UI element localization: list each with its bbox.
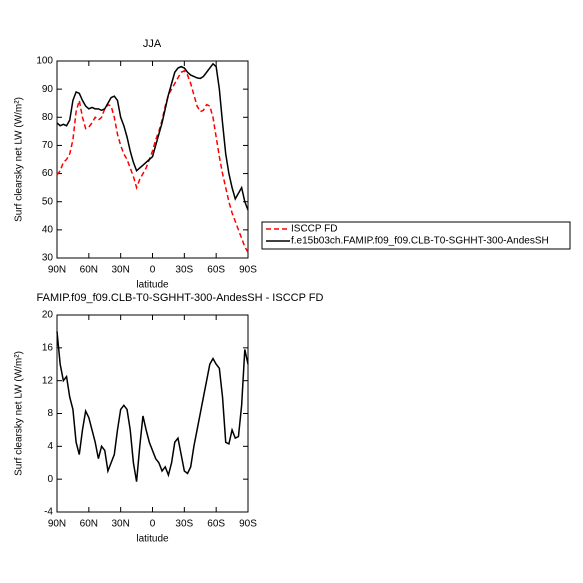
y-tick-label: 60 <box>42 168 54 179</box>
y-tick-label: 16 <box>42 342 54 353</box>
y-tick-label: 12 <box>42 375 54 386</box>
x-axis-label: latitude <box>136 534 169 545</box>
x-tick-label: 90S <box>239 519 257 530</box>
y-tick-label: 0 <box>47 474 53 485</box>
y-tick-label: 40 <box>42 224 54 235</box>
data-line <box>56 69 249 253</box>
legend-label: ISCCP FD <box>291 224 338 235</box>
plot: JJA latitude Surf clearsky net LW (W/m²) 30… <box>14 38 258 291</box>
x-tick-label: 30N <box>111 519 129 530</box>
legend: ISCCP FDf.e15b03ch.FAMIP.f09_f09.CLB-T0-… <box>261 221 571 250</box>
y-tick-label: 8 <box>47 408 53 419</box>
plot: FAMIP.f09_f09.CLB-T0-SGHHT-300-AndesSH -… <box>14 292 324 545</box>
y-tick-label: -4 <box>44 507 53 518</box>
x-tick-label: 30S <box>175 519 193 530</box>
x-tick-label: 60N <box>80 265 98 276</box>
x-tick-label: 0 <box>150 519 156 530</box>
plot-frame <box>56 60 249 259</box>
y-axis-label: Surf clearsky net LW (W/m²) <box>14 351 25 476</box>
chart-title: JJA <box>143 38 162 50</box>
x-tick-label: 60S <box>207 265 225 276</box>
y-axis-label: Surf clearsky net LW (W/m²) <box>14 97 25 222</box>
x-tick-label: 90N <box>48 519 66 530</box>
y-tick-label: 30 <box>42 253 54 264</box>
x-tick-label: 90N <box>48 265 66 276</box>
x-tick-label: 60S <box>207 519 225 530</box>
x-axis-label: latitude <box>136 280 169 291</box>
y-tick-label: 100 <box>36 56 53 67</box>
x-tick-label: 30N <box>111 265 129 276</box>
y-tick-label: 90 <box>42 84 54 95</box>
data-line <box>56 331 249 482</box>
x-tick-label: 0 <box>150 265 156 276</box>
y-tick-label: 50 <box>42 196 54 207</box>
x-tick-label: 30S <box>175 265 193 276</box>
y-tick-label: 80 <box>42 112 54 123</box>
y-tick-label: 20 <box>42 310 54 321</box>
data-line <box>56 62 249 211</box>
y-tick-label: 70 <box>42 140 54 151</box>
y-tick-label: 4 <box>47 441 53 452</box>
x-tick-label: 90S <box>239 265 257 276</box>
chart-title: FAMIP.f09_f09.CLB-T0-SGHHT-300-AndesSH -… <box>37 292 324 304</box>
legend-label: f.e15b03ch.FAMIP.f09_f09.CLB-T0-SGHHT-30… <box>291 236 549 247</box>
x-tick-label: 60N <box>80 519 98 530</box>
legend-box <box>261 221 571 250</box>
plot-frame <box>56 314 249 513</box>
